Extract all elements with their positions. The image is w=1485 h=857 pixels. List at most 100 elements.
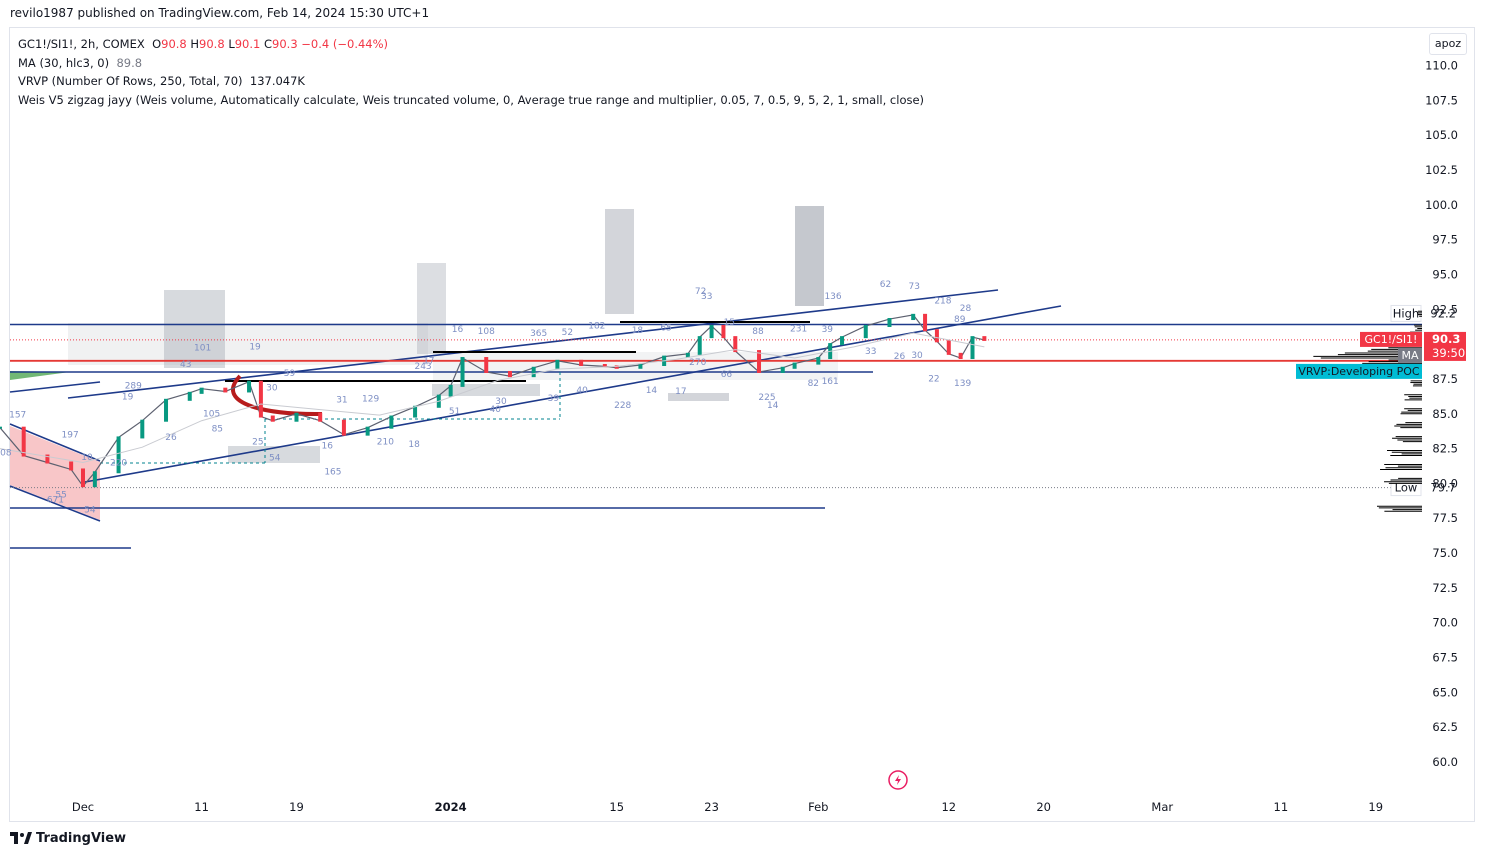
- legend-symbol-row[interactable]: GC1!/SI1!, 2h, COMEX O90.8 H90.8 L90.1 C…: [18, 35, 924, 54]
- zigzag-label: 88: [752, 327, 764, 337]
- zigzag-label: 108: [0, 449, 12, 459]
- candle: [638, 363, 643, 369]
- legend-low-label: L: [228, 37, 235, 51]
- candle: [697, 336, 702, 355]
- candle: [958, 352, 963, 360]
- candle: [223, 387, 228, 393]
- zigzag-label: 40: [576, 386, 588, 396]
- zigzag-label: 105: [203, 410, 220, 420]
- candle: [780, 366, 785, 373]
- green-wedge: [10, 371, 70, 380]
- candle: [579, 359, 584, 366]
- level-value: 79.7: [1430, 481, 1456, 495]
- zone-box: [228, 446, 320, 463]
- zigzag-label: 225: [758, 393, 775, 403]
- zigzag-label: 19: [122, 392, 134, 402]
- candle: [81, 468, 85, 488]
- zigzag-label: 17: [423, 357, 434, 367]
- candle: [555, 359, 560, 369]
- zigzag-label: 54: [269, 454, 281, 464]
- zone-box: [432, 384, 540, 396]
- candle: [911, 313, 916, 321]
- legend-ma-row[interactable]: MA (30, hlc3, 0) 89.8: [18, 54, 924, 73]
- zigzag-label: 218: [934, 296, 951, 306]
- apoz-button[interactable]: apoz: [1429, 33, 1467, 55]
- y-tick-label: 110.0: [1425, 59, 1458, 73]
- y-tick-label: 85.0: [1432, 407, 1458, 421]
- legend-vrvp-row[interactable]: VRVP (Number Of Rows, 250, Total, 70) 13…: [18, 72, 924, 91]
- lightning-icon[interactable]: [888, 770, 908, 790]
- zigzag-label: 55: [55, 490, 66, 500]
- tradingview-logo[interactable]: TradingView: [10, 831, 126, 846]
- candle: [507, 370, 512, 378]
- y-tick-label: 105.0: [1425, 128, 1458, 142]
- legend-weis-label: Weis V5 zigzag jayy (Weis volume, Automa…: [18, 92, 925, 107]
- zigzag-label: 28: [960, 304, 972, 314]
- candle: [21, 426, 26, 457]
- y-tick-label: 102.5: [1425, 163, 1458, 177]
- zigzag-label: 25: [252, 438, 263, 448]
- legend-weis-row[interactable]: Weis V5 zigzag jayy (Weis volume, Automa…: [18, 91, 924, 110]
- x-tick-label: 23: [704, 800, 719, 814]
- ma-line: [0, 332, 985, 464]
- candle: [448, 384, 453, 397]
- price-badge-countdown: 39:50: [1432, 346, 1465, 360]
- zigzag-label: 14: [767, 401, 779, 411]
- falling-channel: [10, 426, 100, 520]
- legend-high: 90.8: [199, 37, 225, 51]
- zigzag-label: 52: [562, 328, 573, 338]
- zigzag-label: 26: [894, 352, 906, 362]
- zigzag-label: 17: [675, 387, 686, 397]
- poc-badge-text: VRVP:Developing POC: [1298, 365, 1420, 378]
- zigzag-label: 231: [790, 325, 807, 335]
- zigzag-label: 365: [530, 329, 547, 339]
- candle: [247, 380, 252, 393]
- zone-box: [795, 206, 824, 306]
- rounded-bottom-curve: [231, 374, 323, 417]
- price-axis[interactable]: 110.0 107.5 105.0 102.5 100.0 97.5 95.0 92.5 90.…: [1425, 59, 1458, 770]
- zigzag-label: 129: [362, 395, 379, 405]
- zigzag-label: 18: [408, 440, 420, 450]
- candle: [946, 340, 951, 355]
- price-badge: [1424, 331, 1466, 361]
- candle: [970, 336, 975, 360]
- y-tick-label: 92.5: [1432, 302, 1458, 316]
- x-tick-label: 20: [1036, 800, 1051, 814]
- brand-name: TradingView: [36, 831, 127, 846]
- candle: [389, 415, 394, 429]
- y-tick-label: 100.0: [1425, 198, 1458, 212]
- y-tick-label: 60.0: [1432, 755, 1458, 769]
- candle: [757, 350, 762, 373]
- legend-close-label: C: [264, 37, 273, 51]
- zigzag-label: 30: [266, 384, 278, 394]
- zigzag-label: 39: [822, 325, 834, 335]
- ma-badge-text: MA: [1401, 349, 1418, 362]
- candle: [602, 363, 607, 368]
- x-tick-label: 11: [194, 800, 209, 814]
- candle: [140, 419, 145, 439]
- candle: [45, 454, 50, 464]
- y-tick-label: 107.5: [1425, 93, 1458, 107]
- trendline: [67, 289, 999, 399]
- candle: [685, 352, 690, 358]
- legend-ma-value: 89.8: [116, 55, 143, 70]
- candle: [341, 419, 346, 436]
- candle: [816, 357, 821, 365]
- legend-close: 90.3: [272, 37, 298, 51]
- y-tick-label: 87.5: [1432, 372, 1458, 386]
- x-tick-label: Mar: [1151, 800, 1173, 814]
- candle: [0, 426, 2, 429]
- zigzag-label: 30: [495, 397, 507, 407]
- time-axis[interactable]: Dec111920241523Feb1220Mar1119Apr: [72, 800, 1485, 814]
- legend-open: 90.8: [161, 37, 187, 51]
- candle: [934, 329, 939, 343]
- zigzag-label: 157: [9, 411, 26, 421]
- candle: [164, 398, 169, 422]
- zigzag-label: 16: [321, 442, 333, 452]
- x-tick-label: 12: [941, 800, 956, 814]
- zigzag-label: 66: [721, 370, 733, 380]
- symbol-badge-text: GC1!/SI1!: [1365, 333, 1418, 346]
- zigzag-label: 73: [908, 282, 919, 292]
- zigzag-label: 228: [614, 401, 631, 411]
